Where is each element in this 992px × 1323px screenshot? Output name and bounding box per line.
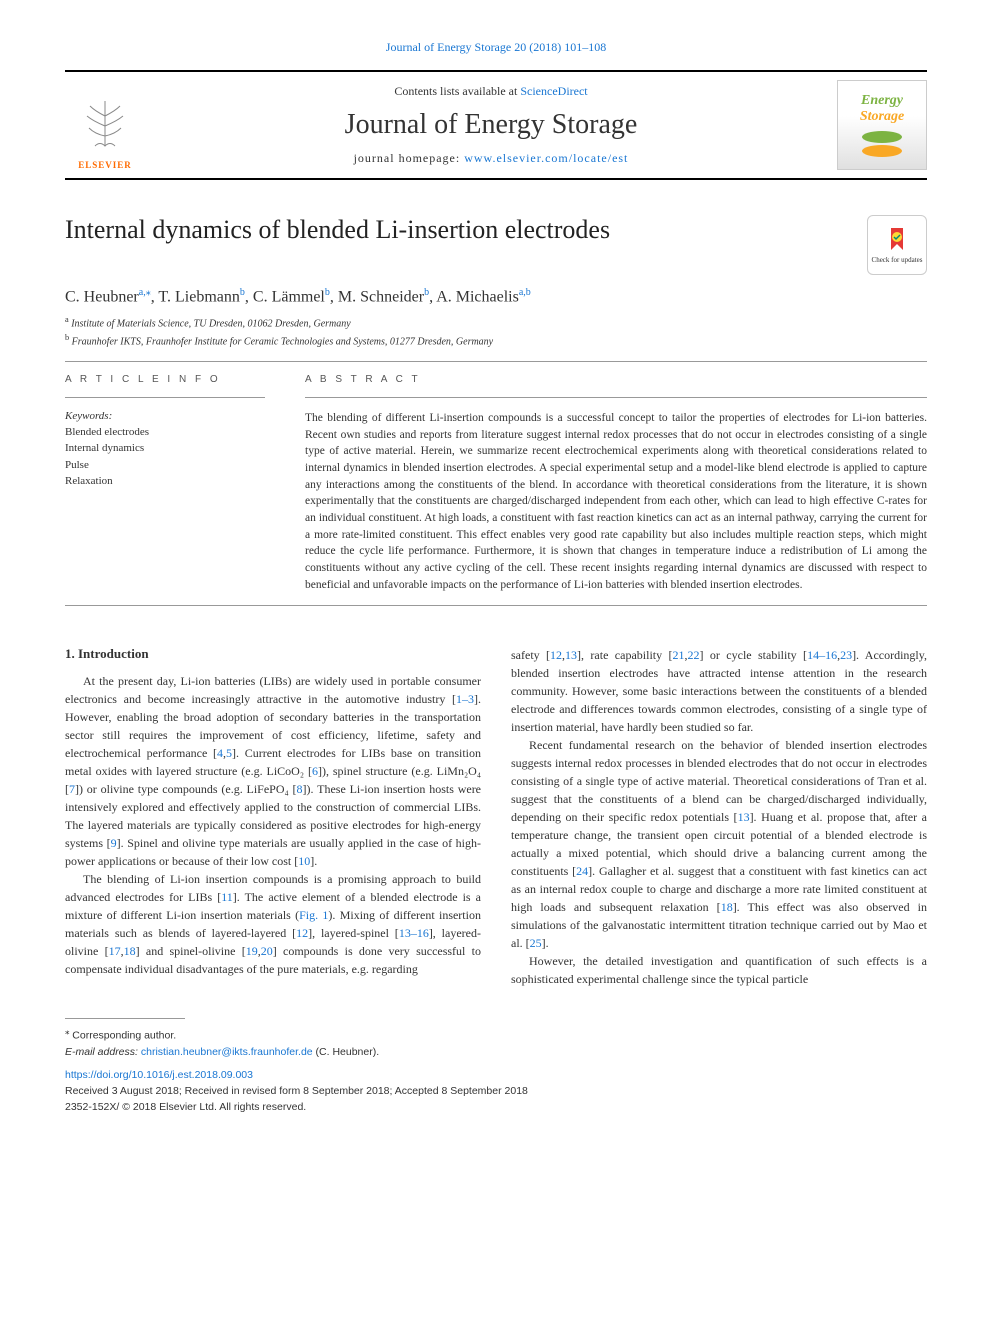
journal-name: Journal of Energy Storage — [165, 109, 817, 141]
homepage-prefix: journal homepage: — [354, 151, 465, 165]
footer: ⁎ Corresponding author. E-mail address: … — [65, 1018, 927, 1115]
article-area: Internal dynamics of blended Li-insertio… — [65, 180, 927, 988]
abstract-text: The blending of different Li-insertion c… — [305, 410, 927, 593]
doi-line: https://doi.org/10.1016/j.est.2018.09.00… — [65, 1068, 927, 1084]
top-citation: Journal of Energy Storage 20 (2018) 101–… — [0, 0, 992, 70]
abstract-column: A B S T R A C T The blending of differen… — [305, 374, 927, 593]
top-citation-link[interactable]: Journal of Energy Storage 20 (2018) 101–… — [386, 40, 606, 54]
divider — [305, 397, 927, 398]
homepage-line: journal homepage: www.elsevier.com/locat… — [165, 151, 817, 166]
bookmark-check-icon — [883, 226, 911, 254]
right-column: safety [12,13], rate capability [21,22] … — [511, 646, 927, 988]
body-paragraph: The blending of Li-ion insertion compoun… — [65, 870, 481, 978]
journal-cover-icon: Energy Storage — [837, 80, 927, 170]
body-paragraph: At the present day, Li-ion batteries (LI… — [65, 672, 481, 870]
authors: C. Heubnera,⁎, T. Liebmannb, C. Lämmelb,… — [65, 287, 927, 306]
info-abstract-row: A R T I C L E I N F O Keywords: Blended … — [65, 374, 927, 593]
body-paragraph: Recent fundamental research on the behav… — [511, 736, 927, 952]
article-info-label: A R T I C L E I N F O — [65, 374, 265, 385]
corresponding-label: Corresponding author. — [72, 1030, 176, 1042]
corresponding-line: ⁎ Corresponding author. — [65, 1025, 927, 1044]
keyword-item: Blended electrodes — [65, 424, 265, 441]
check-updates-badge[interactable]: Check for updates — [867, 215, 927, 275]
disc-green-icon — [862, 131, 902, 143]
divider — [65, 361, 927, 362]
contents-prefix: Contents lists available at — [394, 84, 520, 98]
affiliation: b Fraunhofer IKTS, Fraunhofer Institute … — [65, 332, 927, 349]
affiliations: a Institute of Materials Science, TU Dre… — [65, 314, 927, 349]
journal-header: ELSEVIER Contents lists available at Sci… — [65, 70, 927, 180]
abstract-label: A B S T R A C T — [305, 374, 927, 385]
copyright-line: 2352-152X/ © 2018 Elsevier Ltd. All righ… — [65, 1100, 927, 1116]
affiliation: a Institute of Materials Science, TU Dre… — [65, 314, 927, 331]
header-center: Contents lists available at ScienceDirec… — [165, 84, 817, 166]
divider — [65, 397, 265, 398]
elsevier-tree-icon — [75, 96, 135, 156]
body-paragraph: However, the detailed investigation and … — [511, 952, 927, 988]
email-line: E-mail address: christian.heubner@ikts.f… — [65, 1045, 927, 1061]
email-label: E-mail address: — [65, 1046, 141, 1058]
disc-orange-icon — [862, 145, 902, 157]
divider — [65, 605, 927, 606]
contents-line: Contents lists available at ScienceDirec… — [165, 84, 817, 99]
keyword-item: Relaxation — [65, 473, 265, 490]
journal-logo-line2: Storage — [860, 109, 904, 125]
doi-link[interactable]: https://doi.org/10.1016/j.est.2018.09.00… — [65, 1069, 253, 1081]
keywords-label: Keywords: — [65, 410, 265, 422]
keyword-item: Internal dynamics — [65, 440, 265, 457]
article-info: A R T I C L E I N F O Keywords: Blended … — [65, 374, 265, 593]
title-row: Internal dynamics of blended Li-insertio… — [65, 215, 927, 275]
homepage-link[interactable]: www.elsevier.com/locate/est — [464, 151, 628, 165]
elsevier-text: ELSEVIER — [78, 160, 132, 170]
email-link[interactable]: christian.heubner@ikts.fraunhofer.de — [141, 1046, 313, 1058]
journal-logo-line1: Energy — [861, 93, 903, 109]
email-author: (C. Heubner). — [313, 1046, 380, 1058]
body-columns: 1. Introduction At the present day, Li-i… — [65, 646, 927, 988]
body-paragraph: safety [12,13], rate capability [21,22] … — [511, 646, 927, 736]
left-column: 1. Introduction At the present day, Li-i… — [65, 646, 481, 988]
footer-divider — [65, 1018, 185, 1019]
check-updates-label: Check for updates — [872, 256, 923, 264]
elsevier-logo: ELSEVIER — [65, 80, 145, 170]
keywords-list: Blended electrodesInternal dynamicsPulse… — [65, 424, 265, 490]
intro-heading: 1. Introduction — [65, 646, 481, 662]
article-title: Internal dynamics of blended Li-insertio… — [65, 215, 610, 245]
keyword-item: Pulse — [65, 457, 265, 474]
received-line: Received 3 August 2018; Received in revi… — [65, 1084, 927, 1100]
sciencedirect-link[interactable]: ScienceDirect — [520, 84, 587, 98]
